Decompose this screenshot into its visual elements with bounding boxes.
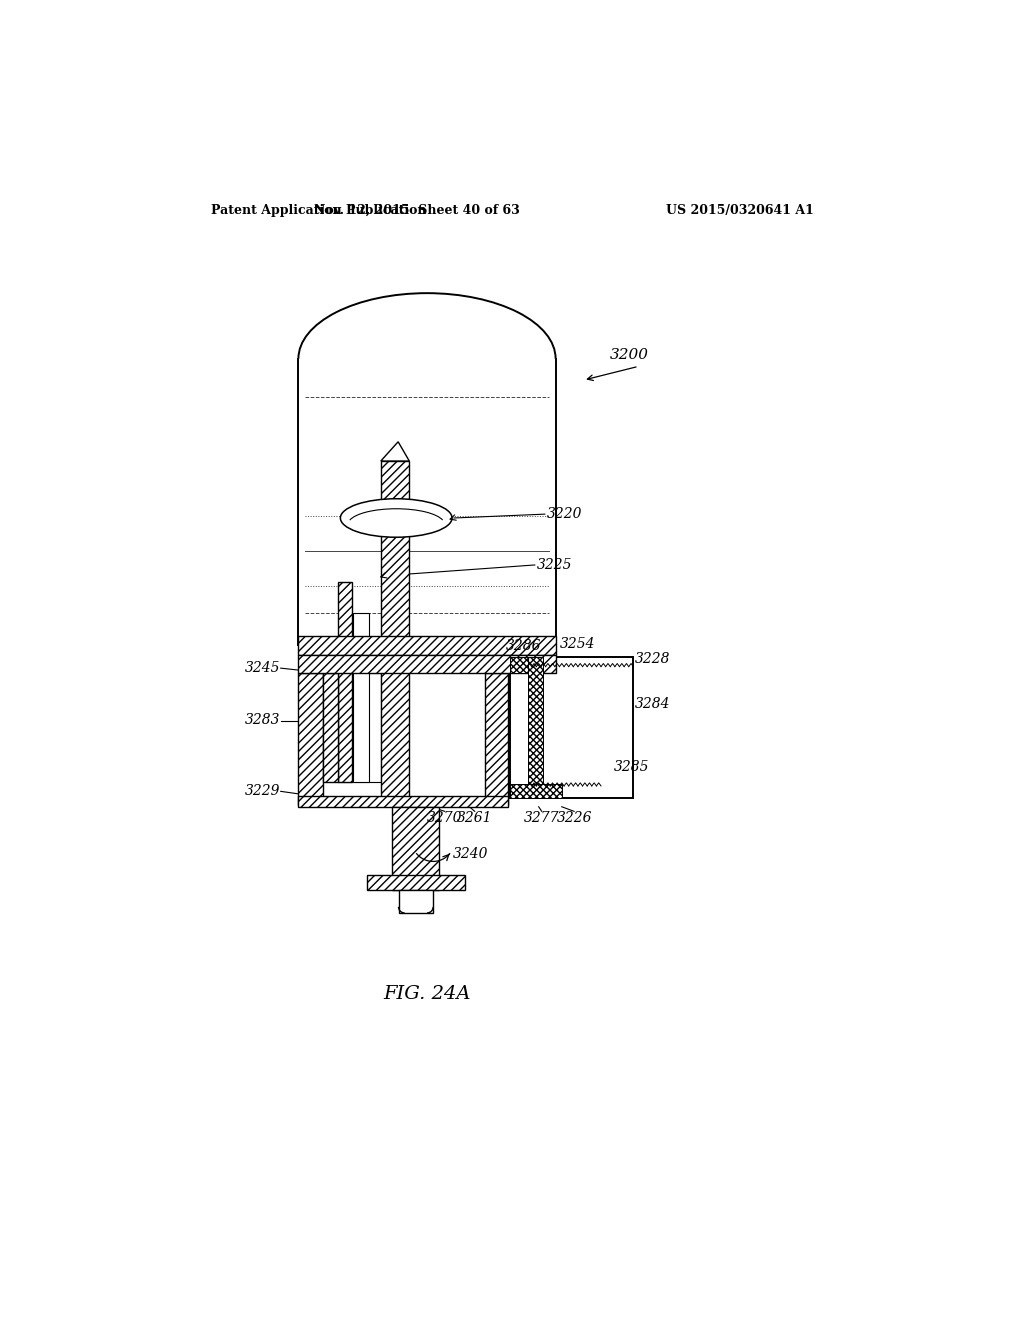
- Bar: [381, 461, 410, 805]
- Text: 3240: 3240: [453, 846, 487, 861]
- Bar: [339, 673, 381, 781]
- Bar: [510, 784, 562, 797]
- Bar: [298, 655, 556, 673]
- Bar: [528, 657, 544, 797]
- Text: 3225: 3225: [537, 558, 571, 572]
- Text: 3270: 3270: [427, 812, 463, 825]
- Bar: [298, 673, 323, 805]
- Text: 3245: 3245: [245, 661, 280, 675]
- Ellipse shape: [340, 499, 452, 537]
- Text: 3200: 3200: [609, 347, 648, 362]
- Text: 3283: 3283: [245, 714, 280, 727]
- Bar: [353, 612, 370, 781]
- Text: Nov. 12, 2015  Sheet 40 of 63: Nov. 12, 2015 Sheet 40 of 63: [314, 205, 520, 218]
- Bar: [510, 657, 528, 673]
- Text: 3228: 3228: [635, 652, 671, 665]
- Text: 3254: 3254: [559, 636, 595, 651]
- Bar: [398, 890, 433, 913]
- Text: 3285: 3285: [614, 760, 649, 774]
- Text: FIG. 24A: FIG. 24A: [383, 985, 471, 1003]
- Bar: [338, 582, 352, 781]
- Text: US 2015/0320641 A1: US 2015/0320641 A1: [666, 205, 814, 218]
- Bar: [323, 673, 339, 781]
- Bar: [510, 657, 633, 797]
- Bar: [298, 636, 556, 655]
- Text: 3277: 3277: [524, 812, 559, 825]
- Polygon shape: [381, 442, 410, 461]
- Text: 3220: 3220: [547, 507, 582, 521]
- Text: 3286: 3286: [506, 639, 542, 653]
- Bar: [367, 875, 465, 890]
- Bar: [392, 807, 438, 890]
- Text: 3261: 3261: [457, 812, 493, 825]
- Text: 3226: 3226: [556, 812, 592, 825]
- Text: 3229: 3229: [245, 784, 280, 799]
- Bar: [298, 796, 508, 807]
- Text: Patent Application Publication: Patent Application Publication: [211, 205, 427, 218]
- Text: 3284: 3284: [635, 697, 671, 710]
- Bar: [484, 673, 508, 805]
